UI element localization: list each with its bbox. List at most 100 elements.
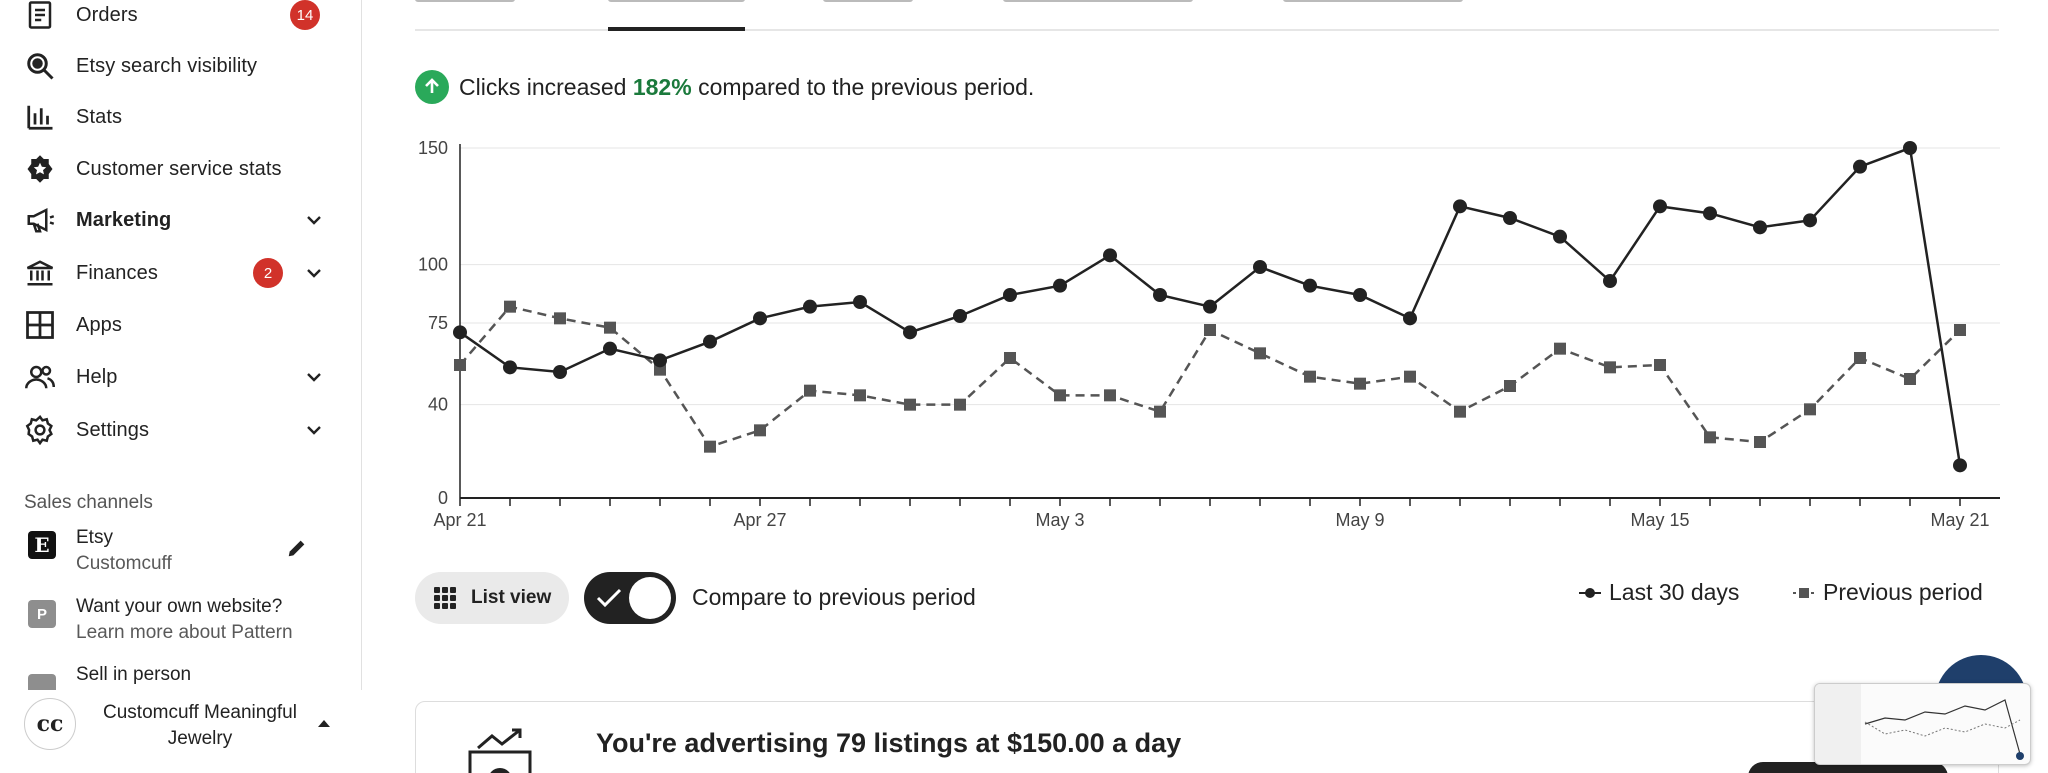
data-point-previous [1854,352,1866,364]
data-point-previous [1204,324,1216,336]
data-point-current [1703,206,1717,221]
gear-icon [24,414,56,446]
thumbnail-preview-icon [1815,684,2024,764]
data-point-current [653,353,667,368]
sidebar-item-label: Settings [76,418,150,441]
data-point-previous [1704,431,1716,444]
data-point-current [953,309,967,323]
caret-up-icon [318,720,330,727]
summary-text: Clicks increased 182% compared to the pr… [459,74,1034,101]
y-tick-label: 40 [428,395,448,415]
data-point-current [1203,299,1217,314]
y-tick-label: 150 [418,138,448,158]
data-point-current [1903,141,1917,155]
tab-clipped[interactable] [1283,0,1463,2]
data-point-current [1353,288,1367,302]
finances-badge: 2 [253,258,283,288]
sidebar-item-customer-service-stats[interactable]: Customer service stats [24,149,324,189]
bank-icon [24,257,56,289]
tab-clipped-active[interactable] [608,0,745,2]
data-point-previous [1104,389,1116,402]
avatar: cc [24,698,76,750]
sidebar-item-label: Finances [76,261,158,284]
sidebar-item-settings[interactable]: Settings [24,410,324,450]
x-tick-label: Apr 27 [733,510,786,530]
x-tick-label: May 3 [1035,510,1084,530]
compare-label: Compare to previous period [692,584,976,610]
data-point-previous [1804,403,1816,416]
x-tick-label: May 21 [1930,510,1989,530]
data-point-previous [1954,324,1966,336]
sidebar-item-finances[interactable]: Finances 2 [24,253,324,293]
sidebar-item-label: Stats [76,105,123,128]
data-point-current [1753,220,1767,235]
data-point-current [1053,278,1067,293]
sidebar-item-label: Customer service stats [76,157,282,180]
summary-suffix: compared to the previous period. [698,73,1035,100]
sidebar-item-search-visibility[interactable]: Etsy search visibility [24,46,324,86]
y-tick-label: 75 [428,313,448,333]
data-point-current [803,299,817,314]
data-point-previous [854,389,866,402]
pencil-icon[interactable] [286,537,308,559]
tab-clipped[interactable] [1003,0,1193,2]
data-point-previous [1504,380,1516,392]
x-tick-label: May 9 [1335,510,1384,530]
sidebar-item-stats[interactable]: Stats [24,97,324,137]
tab-clipped[interactable] [415,0,515,2]
sidebar-item-label: Apps [76,313,122,336]
chevron-down-icon[interactable] [304,367,324,387]
data-point-previous [1904,373,1916,385]
trending-ad-icon [468,728,532,773]
data-point-current [1503,211,1517,225]
channel-subtitle: Learn more about Pattern [76,622,293,643]
legend-label: Last 30 days [1609,579,1740,605]
data-point-current [453,325,467,340]
chevron-down-icon[interactable] [304,263,324,283]
arrow-up-icon [415,70,449,104]
shop-switcher[interactable]: cc Customcuff Meaningful Jewelry [0,690,362,773]
data-point-current [1103,248,1117,263]
clipboard-list-icon [24,0,56,31]
data-point-previous [1604,361,1616,374]
active-tab-indicator [608,27,745,31]
data-point-previous [704,440,716,453]
data-point-current [1603,274,1617,288]
search-icon [24,50,56,82]
data-point-current [1803,213,1817,228]
data-point-current [853,295,867,309]
list-view-button[interactable]: List view [415,572,569,624]
chevron-down-icon[interactable] [304,210,324,230]
data-point-previous [1304,370,1316,383]
sidebar-item-label: Help [76,365,118,388]
data-point-current [903,325,917,340]
data-point-current [1253,260,1267,274]
check-icon [596,588,622,608]
dark-button-clipped[interactable] [1748,762,1948,773]
sidebar-item-apps[interactable]: Apps [24,305,324,345]
tab-clipped[interactable] [823,0,913,2]
advertising-summary: You're advertising 79 listings at $150.0… [596,728,1182,758]
channel-etsy[interactable]: E Etsy Customcuff [24,527,334,577]
data-point-current [703,334,717,349]
sidebar-item-orders[interactable]: Orders 14 [24,0,324,35]
sidebar-item-help[interactable]: Help [24,357,324,397]
screenshot-thumbnail[interactable] [1814,683,2031,765]
y-tick-label: 100 [418,255,448,275]
channel-pattern[interactable]: P Want your own website? Learn more abou… [24,596,334,646]
sidebar-item-marketing[interactable]: Marketing [24,200,324,240]
data-point-previous [1004,352,1016,364]
chevron-down-icon[interactable] [304,420,324,440]
data-point-previous [904,398,916,411]
toggle-knob [629,577,671,619]
data-point-current [1003,288,1017,302]
x-tick-label: May 15 [1630,510,1689,530]
sidebar-item-label: Marketing [76,208,172,231]
advertising-card: You're advertising 79 listings at $150.0… [415,701,1999,773]
data-point-previous [1554,342,1566,355]
data-point-previous [604,321,616,334]
compare-toggle[interactable] [584,572,676,624]
data-point-current [753,311,767,326]
shop-name: Customcuff Meaningful Jewelry [103,702,297,749]
legend-previous-period: Previous period [1793,579,1983,606]
